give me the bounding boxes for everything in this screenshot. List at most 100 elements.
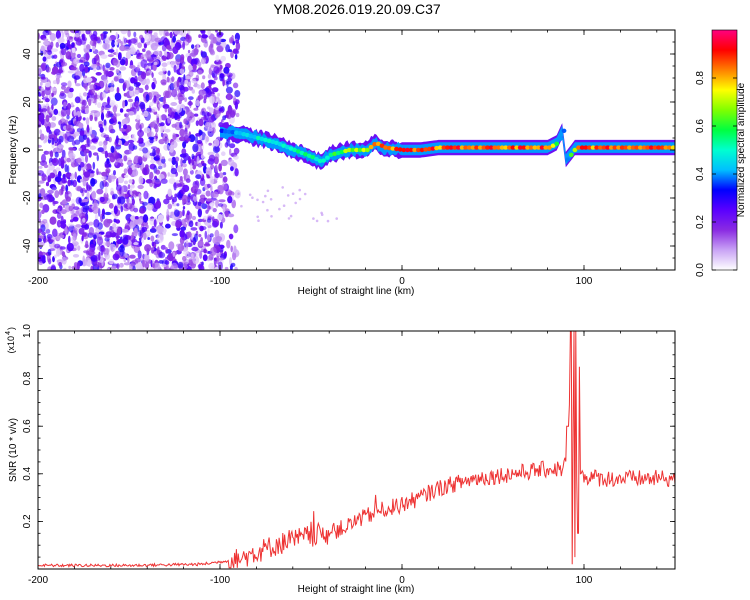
- noise-mark: [82, 117, 86, 121]
- noise-mark: [163, 90, 170, 99]
- spectrogram-y-label: Frequency (Hz): [8, 116, 19, 185]
- noise-mark: [140, 71, 147, 80]
- noise-mark: [170, 211, 175, 216]
- noise-mark: [78, 122, 84, 129]
- noise-mark: [218, 99, 222, 105]
- noise-mark: [85, 77, 93, 83]
- noise-mark: [42, 30, 50, 36]
- noise-mark: [119, 187, 122, 195]
- noise-mark: [38, 165, 43, 169]
- noise-mark: [215, 236, 223, 242]
- noise-mark: [102, 43, 110, 50]
- noise-mark: [41, 251, 46, 255]
- noise-mark: [84, 224, 90, 230]
- noise-mark: [181, 194, 188, 203]
- noise-mark: [229, 143, 236, 149]
- noise-mark: [192, 184, 199, 192]
- ridge-mark: [350, 147, 356, 153]
- noise-mark: [151, 106, 158, 113]
- noise-mark: [46, 253, 51, 263]
- noise-mark: [84, 244, 89, 249]
- noise-mark: [48, 134, 56, 140]
- noise-mark: [125, 51, 132, 59]
- snr-scale-note-exp: 4: [5, 331, 12, 335]
- noise-mark: [111, 265, 117, 270]
- noise-mark: [218, 203, 224, 207]
- noise-mark: [72, 179, 77, 188]
- colorbar-label: Normalized spectral amplitude: [736, 82, 747, 217]
- noise-mark: [56, 248, 61, 257]
- noise-mark: [229, 37, 234, 44]
- noise-mark: [142, 48, 146, 52]
- ridge-mark: [303, 152, 308, 157]
- noise-mark: [158, 260, 164, 264]
- noise-mark: [174, 156, 180, 162]
- noise-mark: [209, 233, 214, 238]
- noise-mark: [237, 192, 240, 195]
- noise-mark: [159, 115, 162, 124]
- noise-mark: [191, 246, 199, 252]
- tick-label: 40: [22, 48, 33, 60]
- noise-mark: [85, 52, 90, 61]
- noise-mark: [137, 156, 143, 165]
- noise-mark: [123, 92, 128, 97]
- noise-mark: [184, 217, 187, 223]
- noise-mark: [66, 165, 70, 174]
- noise-mark: [127, 139, 135, 144]
- noise-mark: [86, 44, 91, 50]
- noise-mark: [125, 57, 128, 66]
- ridge-mark: [325, 155, 330, 160]
- noise-mark: [42, 38, 49, 42]
- noise-mark: [109, 243, 117, 251]
- noise-mark: [95, 54, 99, 61]
- ridge-mark: [634, 145, 640, 150]
- noise-mark: [72, 216, 79, 222]
- ridge-mark: [565, 157, 570, 162]
- noise-mark: [188, 82, 191, 87]
- noise-mark: [207, 202, 210, 212]
- noise-mark: [165, 223, 171, 229]
- noise-mark: [199, 30, 206, 33]
- noise-mark: [116, 86, 120, 94]
- noise-mark: [200, 51, 207, 58]
- noise-mark: [136, 114, 141, 121]
- noise-mark: [198, 130, 203, 136]
- ridge-mark: [445, 145, 450, 150]
- noise-mark: [42, 219, 48, 224]
- noise-mark: [93, 234, 97, 240]
- noise-mark: [116, 233, 119, 242]
- noise-mark: [227, 213, 235, 218]
- noise-mark: [161, 67, 167, 72]
- noise-mark: [70, 102, 74, 107]
- noise-mark: [61, 177, 67, 184]
- noise-mark: [105, 168, 111, 174]
- noise-mark: [194, 188, 197, 197]
- ridge-mark: [357, 147, 363, 153]
- noise-mark: [138, 56, 144, 60]
- ridge-mark: [299, 150, 305, 156]
- noise-mark: [214, 138, 220, 147]
- noise-mark: [235, 41, 241, 51]
- noise-mark: [94, 92, 98, 100]
- noise-mark: [86, 191, 90, 200]
- ridge-mark: [401, 147, 407, 153]
- noise-mark: [197, 218, 204, 223]
- noise-mark: [138, 229, 142, 238]
- noise-mark: [217, 214, 223, 221]
- noise-mark: [69, 192, 72, 198]
- noise-mark: [163, 198, 170, 205]
- noise-mark: [149, 30, 153, 34]
- ridge-mark: [281, 143, 287, 148]
- snr-scale-note: (x10 4 ): [5, 327, 16, 354]
- ridge-mark: [335, 150, 341, 156]
- noise-mark: [38, 112, 45, 121]
- ridge-mark: [539, 145, 545, 150]
- noise-mark: [68, 147, 76, 151]
- noise-mark: [82, 35, 85, 41]
- ridge-mark: [601, 145, 607, 150]
- ridge-mark: [372, 142, 378, 147]
- noise-mark: [71, 236, 76, 242]
- noise-mark: [63, 267, 67, 270]
- noise-mark: [39, 81, 43, 86]
- noise-mark: [132, 190, 138, 195]
